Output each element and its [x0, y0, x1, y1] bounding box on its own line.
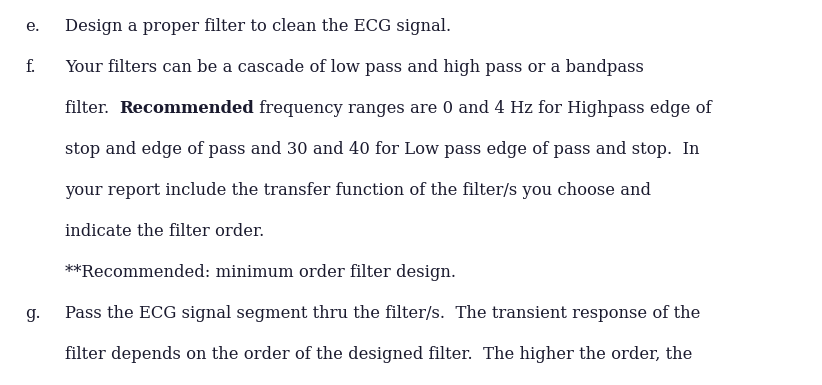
Text: Recommended: Recommended: [120, 100, 254, 117]
Text: g.: g.: [25, 305, 40, 322]
Text: indicate the filter order.: indicate the filter order.: [65, 223, 264, 240]
Text: frequency ranges are 0 and 4 Hz for Highpass edge of: frequency ranges are 0 and 4 Hz for High…: [254, 100, 712, 117]
Text: Design a proper filter to clean the ECG signal.: Design a proper filter to clean the ECG …: [65, 18, 451, 35]
Text: Your filters can be a cascade of low pass and high pass or a bandpass: Your filters can be a cascade of low pas…: [65, 59, 644, 76]
Text: your report include the transfer function of the filter/s you choose and: your report include the transfer functio…: [65, 182, 651, 199]
Text: f.: f.: [25, 59, 35, 76]
Text: filter depends on the order of the designed filter.  The higher the order, the: filter depends on the order of the desig…: [65, 346, 692, 363]
Text: **Recommended: minimum order filter design.: **Recommended: minimum order filter desi…: [65, 264, 456, 281]
Text: filter.: filter.: [65, 100, 120, 117]
Text: e.: e.: [25, 18, 40, 35]
Text: stop and edge of pass and 30 and 40 for Low pass edge of pass and stop.  In: stop and edge of pass and 30 and 40 for …: [65, 141, 700, 158]
Text: Pass the ECG signal segment thru the filter/s.  The transient response of the: Pass the ECG signal segment thru the fil…: [65, 305, 700, 322]
